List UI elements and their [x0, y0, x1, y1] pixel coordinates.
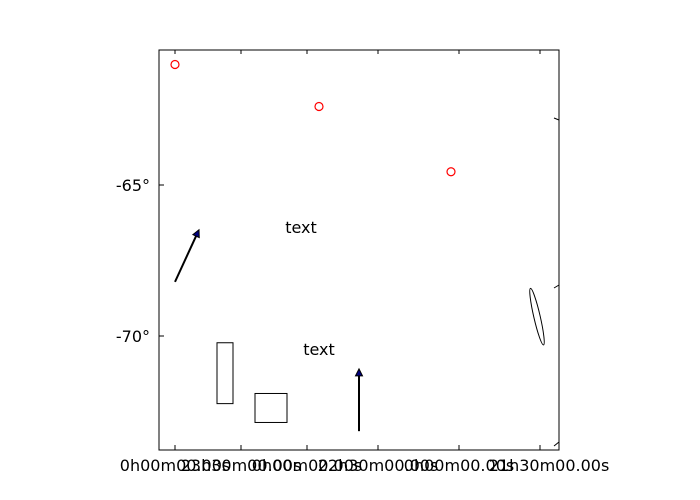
rectangle-1: [216, 342, 234, 405]
arrow-2: [354, 367, 364, 432]
rectangle-2: [254, 392, 288, 423]
tick-mark-15: [553, 117, 560, 121]
data-point-1: [170, 59, 180, 70]
arrow-1: [174, 228, 200, 283]
text-annotation-1: text: [285, 218, 317, 237]
y-tick-label-minus-65: -65°: [116, 176, 150, 195]
x-tick-label-2: 23h30m00.00s: [181, 456, 302, 475]
x-tick-label-3: 0h00m00.00s: [252, 456, 362, 475]
x-tick-label-4: 22h30m00.00s: [318, 456, 439, 475]
arrow-head: [354, 367, 364, 377]
y-tick-label-minus-70: -70°: [116, 327, 150, 346]
arrow-head: [191, 228, 200, 239]
text-annotation-2: text: [303, 340, 335, 359]
x-tick-label-5: 0h00m00.00s: [404, 456, 514, 475]
tick-mark-16: [553, 284, 560, 289]
overlay-shapes: [174, 228, 545, 432]
data-point-2: [314, 101, 324, 112]
data-point-3: [446, 167, 456, 177]
x-tick-label-1: 0h00m00.00s: [120, 456, 230, 475]
frame-tick-marks: [159, 50, 560, 450]
ellipse-1: [529, 287, 545, 346]
scatter-points: [170, 59, 456, 177]
x-tick-label-6: 21h30m00.00s: [489, 456, 610, 475]
arrow-shaft: [174, 235, 197, 283]
tick-mark-17: [553, 441, 560, 447]
